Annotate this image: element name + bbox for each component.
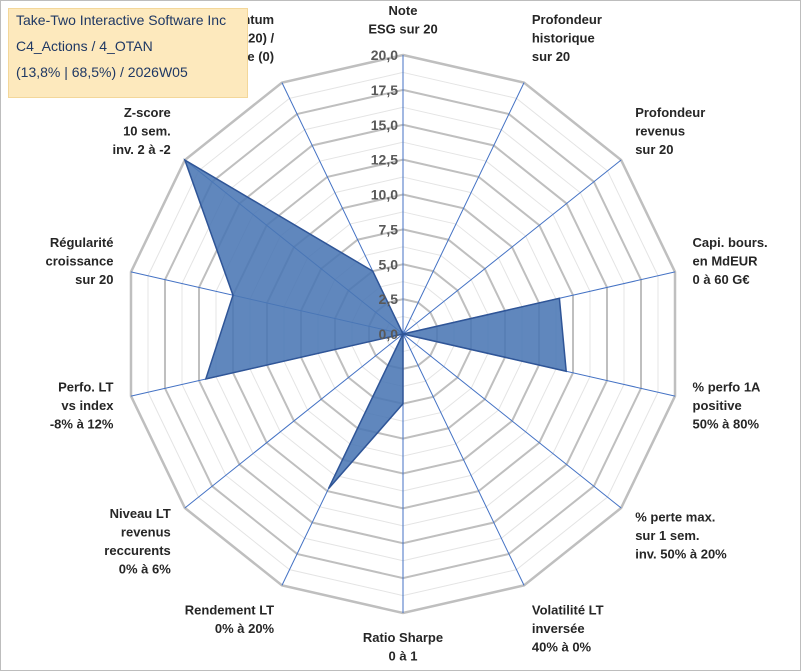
axis-label: % perfo 1A positive 50% à 80% [693,380,762,432]
axis-label: Rendement LT 0% à 20% [185,603,275,637]
axis-label-line: positive [693,398,742,413]
axis-spoke [402,333,525,586]
tick-label: 2,5 [379,291,399,307]
axis-label: Ratio Sharpe 0 à 1 [363,630,443,664]
axis-label-line: 50% à 80% [693,417,760,432]
axis-label-line: sur 1 sem. [635,528,699,543]
axis-label-line: -8% à 12% [50,417,114,432]
axis-label-line: 0% à 6% [119,562,171,577]
title-line-company: Take-Two Interactive Software Inc [16,12,227,28]
axis-label-line: 40% à 0% [532,640,592,655]
axis-label: Note ESG sur 20 [368,3,437,37]
tick-label: 10,0 [371,187,398,203]
axis-label: Niveau LT revenus reccurents 0% à 6% [104,506,171,577]
axis-label-line: 0 à 1 [389,649,418,664]
axis-label-line: vs index [61,398,114,413]
tick-label: 20,0 [371,47,398,63]
axis-label-line: Rendement LT [185,603,274,618]
axis-label-line: Régularité [50,235,114,250]
axis-label: % perte max. sur 1 sem. inv. 50% à 20% [635,510,727,562]
axis-label-line: 0 à 60 G€ [693,272,750,287]
axis-label-line: Niveau LT [110,506,171,521]
tick-label: 0,0 [379,326,399,342]
axis-spoke [402,333,622,509]
axis-label-line: Ratio Sharpe [363,630,443,645]
axis-label-line: ESG sur 20 [368,22,437,37]
axis-label-line: Profondeur [532,12,602,27]
tick-label: 12,5 [371,152,398,168]
tick-label: 17,5 [371,82,398,98]
axis-label: Capi. bours. en MdEUR 0 à 60 G€ [693,235,768,287]
axis-label-line: 0% à 20% [215,621,275,636]
axis-label-line: % perte max. [635,510,715,525]
axis-label-line: Profondeur [635,105,705,120]
axis-label-line: revenus [121,525,171,540]
axis-label-line: Perfo. LT [58,380,113,395]
axis-spoke [184,333,404,509]
tick-label: 5,0 [379,256,399,272]
axis-spoke [402,82,525,335]
axis-label-line: inversée [532,621,585,636]
axis-label: Perfo. LT vs index -8% à 12% [50,380,114,432]
axis-label-line: Capi. bours. [693,235,768,250]
axis-spoke [402,159,622,335]
axis-label: Profondeur historique sur 20 [532,12,602,64]
axis-label-line: en MdEUR [693,253,759,268]
axis-label-line: Z-score [124,105,171,120]
axis-label-line: 10 sem. [123,123,171,138]
axis-label-line: historique [532,30,595,45]
series-area [183,158,568,490]
axis-label-line: sur 20 [635,142,673,157]
radial-tick-labels: 0,0 2,5 5,0 7,5 10,0 12,5 15,0 17,5 20,0 [371,47,398,342]
tick-label: 7,5 [379,221,399,237]
chart-title-box: Take-Two Interactive Software Inc C4_Act… [8,8,248,98]
axis-label-line: sur 20 [532,49,570,64]
axis-label-line: inv. 2 à -2 [112,142,170,157]
axis-label-line: sur 20 [75,272,113,287]
axis-label-line: revenus [635,123,685,138]
axis-label: Régularité croissance sur 20 [46,235,114,287]
axis-label-line: Note [389,3,418,18]
title-line-category: C4_Actions / 4_OTAN [16,38,153,54]
axis-label-line: Volatilité LT [532,603,604,618]
axis-label-line: croissance [46,253,114,268]
axis-label-line: reccurents [104,543,170,558]
axis-label-line: inv. 50% à 20% [635,547,727,562]
axis-label-line: % perfo 1A [693,380,762,395]
axis-label: Profondeur revenus sur 20 [635,105,705,157]
data-series [183,158,568,490]
title-line-stats: (13,8% | 68,5%) / 2026W05 [16,64,188,80]
tick-label: 15,0 [371,117,398,133]
axis-label: Z-score 10 sem. inv. 2 à -2 [112,105,170,157]
axis-label: Volatilité LT inversée 40% à 0% [532,603,604,655]
